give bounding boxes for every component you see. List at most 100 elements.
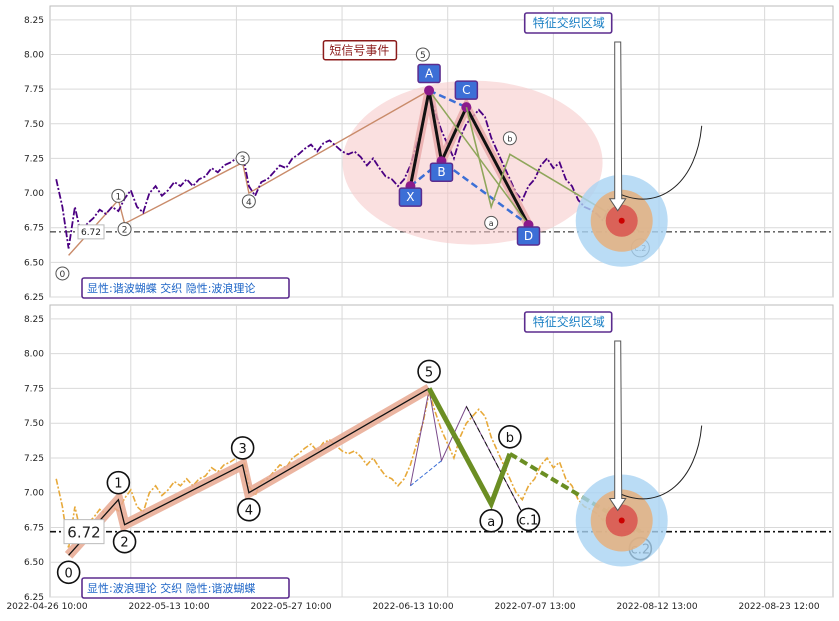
- x-tick-label: 2022-08-23 12:00: [738, 602, 819, 612]
- wave-label-3: 3: [240, 155, 246, 165]
- pattern-badge: 显性:谐波蝴蝶 交织 隐性:波浪理论: [87, 281, 255, 295]
- y-tick-label: 7.25: [24, 154, 44, 164]
- harmonic-label-box-X: [398, 187, 423, 207]
- feature-zone-center: [618, 517, 625, 524]
- y-tick-label: 8.25: [24, 16, 44, 26]
- x-tick-label: 2022-05-13 10:00: [128, 602, 209, 612]
- harmonic-point-C: [461, 102, 472, 113]
- wave-label-circle-a: [479, 509, 504, 533]
- wave-label-circle-2: [112, 529, 137, 554]
- wave-label-5: 5: [425, 365, 433, 380]
- wave-label-4: 4: [246, 198, 252, 208]
- wave-label-1: 1: [114, 477, 122, 492]
- panel-frame-bottom: [49, 304, 834, 598]
- wave-label-circle-0: [56, 560, 81, 585]
- y-tick-label: 6.75: [24, 523, 44, 533]
- wave-label-3: 3: [239, 442, 247, 457]
- y-tick-label: 7.75: [24, 384, 44, 394]
- harmonic-label-B: B: [437, 165, 445, 179]
- harmonic-point-A: [424, 85, 435, 96]
- wave-label-2: 2: [120, 536, 128, 551]
- harmonic-label-C: C: [462, 83, 470, 97]
- wave-label-1: 1: [115, 192, 121, 202]
- harmonic-label-box-D: [516, 226, 541, 246]
- wave-label-4: 4: [245, 504, 253, 519]
- y-tick-label: 7.75: [24, 85, 44, 95]
- harmonic-label-box-A: [417, 63, 441, 84]
- support-value-box: [63, 519, 105, 545]
- projection-curve: [621, 125, 703, 200]
- y-tick-label: 6.25: [24, 293, 44, 303]
- wave-label-circle-1: [106, 470, 131, 495]
- x-tick-label: 2022-08-12 13:00: [616, 602, 697, 612]
- harmonic-label-A: A: [425, 67, 434, 81]
- harmonic-label-D: D: [524, 229, 533, 243]
- x-tick-label: 2022-04-26 10:00: [6, 602, 87, 612]
- wave-label-circle-5: [415, 47, 430, 62]
- wave-label-circle-3: [230, 436, 255, 460]
- support-value-label: 6.72: [81, 228, 101, 238]
- wave-label-circle-4: [237, 497, 261, 522]
- pattern-badge-box: [81, 277, 290, 299]
- y-tick-label: 7.50: [24, 419, 44, 429]
- wave-label-circle-b: [502, 131, 517, 146]
- pattern-badge: 显性:波浪理论 交织 隐性:谐波蝴蝶: [87, 581, 255, 595]
- wave-label-5: 5: [420, 51, 426, 61]
- y-tick-label: 7.00: [24, 489, 44, 499]
- wave-label-circle-4: [241, 194, 256, 209]
- wave-label-a: a: [487, 515, 495, 530]
- feature-zone-arrow: [608, 41, 627, 212]
- harmonic-xb: [410, 460, 442, 487]
- y-tick-label: 6.50: [24, 258, 44, 268]
- feature-zone-center: [618, 217, 625, 224]
- harmonic-label-X: X: [406, 190, 414, 204]
- projection-curve: [621, 425, 703, 500]
- feature-zone-callout-box: [523, 311, 613, 333]
- wave-label-0: 0: [60, 270, 66, 280]
- harmonic-label-box-C: [454, 80, 479, 100]
- pattern-badge-box: [81, 577, 290, 599]
- harmonic-ac: [428, 89, 467, 109]
- x-tick-label: 2022-07-07 13:00: [494, 602, 575, 612]
- y-tick-label: 8.00: [24, 350, 44, 360]
- y-tick-label: 7.25: [24, 454, 44, 464]
- harmonic-label-box-B: [429, 162, 454, 182]
- y-tick-label: 6.50: [24, 558, 44, 568]
- wave-label-circle-c.1: [516, 507, 541, 532]
- wave-label-circle-b: [498, 424, 522, 449]
- wave-abc-line: [465, 107, 641, 233]
- y-tick-label: 8.25: [24, 315, 44, 325]
- feature-zone-callout-box: [523, 12, 613, 34]
- y-tick-label: 6.25: [24, 593, 44, 603]
- feature-zone-arrow: [608, 340, 627, 512]
- wave-label-2: 2: [122, 226, 128, 236]
- impulse-line: [68, 387, 430, 556]
- y-tick-label: 7.00: [24, 189, 44, 199]
- x-tick-label: 2022-05-27 10:00: [250, 602, 331, 612]
- correction-line: [426, 387, 513, 510]
- feature-zone-callout: 特征交织区域: [533, 15, 605, 30]
- wave-label-circle-5: [417, 359, 441, 384]
- x-tick-label: 2022-06-13 10:00: [372, 602, 453, 612]
- wave-label-circle-a: [484, 215, 499, 230]
- wave-label-c.1: c.1: [519, 513, 539, 528]
- support-value-box: [77, 224, 105, 240]
- harmonic-zone: [342, 80, 603, 245]
- wave-label-circle-3: [235, 151, 250, 166]
- wave-label-b: b: [506, 431, 514, 446]
- support-value-label: 6.72: [67, 524, 100, 542]
- feature-zone-callout: 特征交织区域: [533, 314, 605, 329]
- wave-label-0: 0: [65, 566, 73, 581]
- short-signal-label: 短信号事件: [329, 44, 389, 58]
- short-signal-box: [322, 39, 398, 61]
- y-tick-label: 7.50: [24, 120, 44, 130]
- wave-label-a: a: [489, 219, 494, 228]
- wave-label-b: b: [507, 134, 512, 143]
- wave-label-circle-0: [55, 266, 70, 281]
- wave-label-circle-2: [117, 222, 132, 237]
- y-tick-label: 6.75: [24, 224, 44, 234]
- harmonic-cd: [465, 406, 529, 525]
- wave-label-circle-1: [111, 188, 126, 203]
